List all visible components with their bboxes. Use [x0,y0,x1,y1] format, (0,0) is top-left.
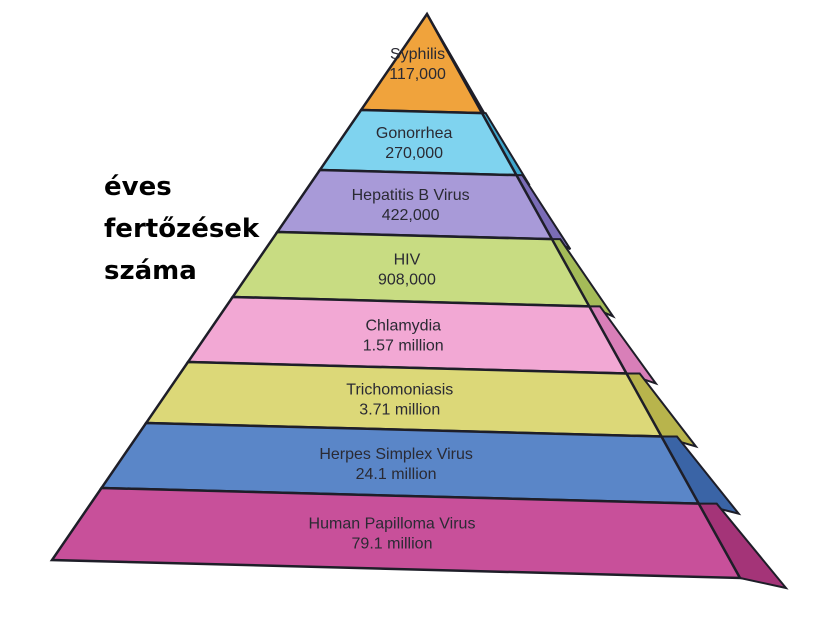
pyramid-front-face [358,11,485,115]
pyramid-front-face [185,295,629,375]
pyramid-level-1: Syphilis 117,000 [358,11,491,124]
label-line-1: éves [104,172,172,202]
pyramid-front-face [317,108,519,177]
level-value: 3.71 million [359,402,440,419]
level-value: 79.1 million [352,535,433,552]
level-name: Hepatitis B Virus [352,187,470,204]
pyramid-front-face [49,486,743,580]
level-name: HIV [394,252,421,269]
level-name: Trichomoniasis [346,382,453,399]
level-value: 117,000 [389,66,446,83]
level-value: 422,000 [382,207,440,224]
level-name: Gonorrhea [376,125,453,142]
label-line-3: száma [104,256,197,286]
level-value: 908,000 [378,272,436,289]
level-name: Herpes Simplex Virus [319,446,473,463]
annual-infections-label: éves fertőzések száma [104,166,259,292]
level-name: Chlamydia [365,318,441,335]
pyramid-level-2: Gonorrhea 270,000 [317,108,531,186]
level-value: 270,000 [385,145,443,162]
label-line-2: fertőzések [104,214,260,244]
level-value: 24.1 million [356,466,437,483]
level-value: 1.57 million [363,338,444,355]
pyramid-level-7: Herpes Simplex Virus 24.1 million [99,421,742,516]
pyramid-front-face [274,168,555,241]
pyramid-level-4: HIV 908,000 [230,230,616,319]
level-name: Human Papilloma Virus [309,515,476,532]
level-name: Syphilis [390,46,445,63]
pyramid-level-8: Human Papilloma Virus 79.1 million [49,486,789,590]
pyramid-front-face [230,230,592,308]
